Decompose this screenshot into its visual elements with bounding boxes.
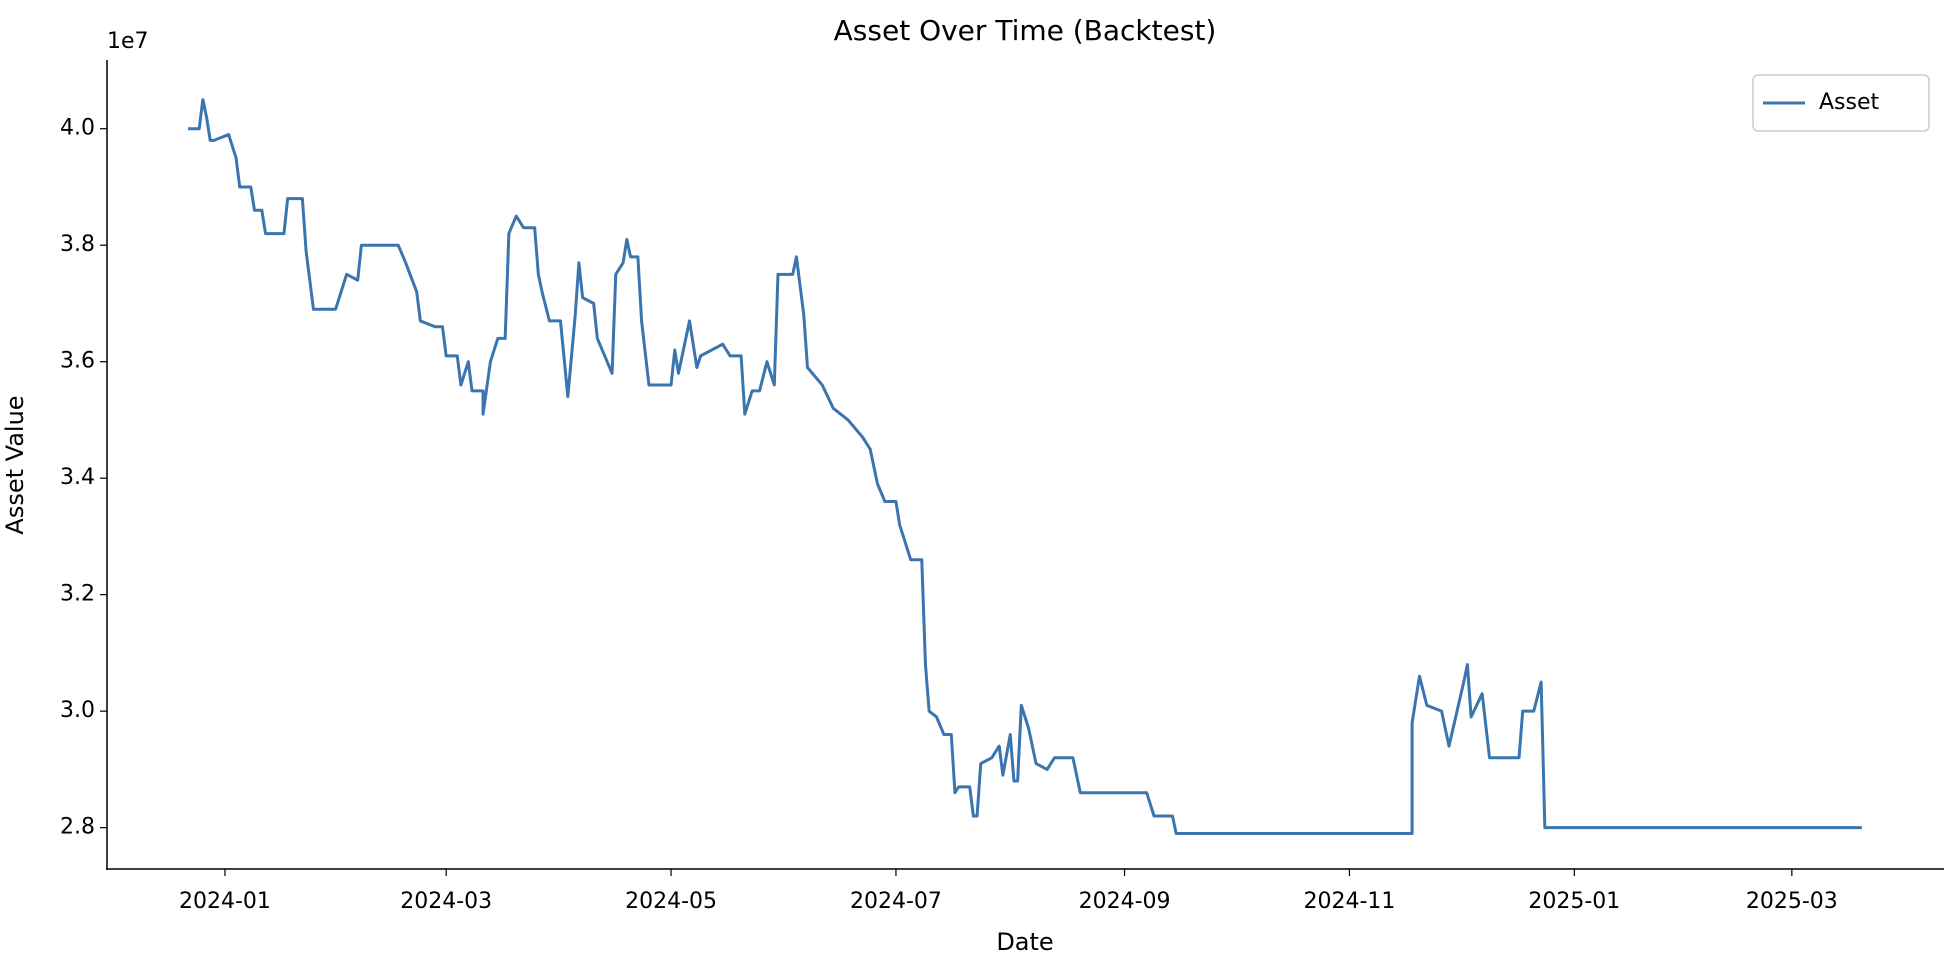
- x-tick-label: 2025-03: [1746, 889, 1838, 914]
- y-tick-label: 3.8: [60, 232, 95, 257]
- x-axis-label: Date: [996, 928, 1053, 956]
- chart-title: Asset Over Time (Backtest): [834, 14, 1217, 47]
- x-tick-label: 2024-03: [400, 889, 492, 914]
- x-tick-label: 2025-01: [1528, 889, 1620, 914]
- y-tick-label: 3.6: [60, 349, 95, 374]
- y-tick-label: 3.2: [60, 582, 95, 607]
- x-tick-label: 2024-07: [850, 889, 942, 914]
- x-tick-label: 2024-05: [625, 889, 717, 914]
- y-tick-label: 2.8: [60, 815, 95, 840]
- y-offset-label: 1e7: [107, 29, 149, 54]
- legend-label: Asset: [1819, 90, 1880, 115]
- y-tick-label: 3.0: [60, 698, 95, 723]
- x-tick-label: 2024-01: [179, 889, 271, 914]
- legend-box: [1752, 74, 1930, 132]
- series-line: [188, 98, 1862, 835]
- x-tick-label: 2024-11: [1303, 889, 1395, 914]
- y-axis-label: Asset Value: [1, 395, 29, 534]
- y-tick-label: 3.4: [60, 465, 95, 490]
- x-tick-label: 2024-09: [1079, 889, 1171, 914]
- y-tick-label: 4.0: [60, 116, 95, 141]
